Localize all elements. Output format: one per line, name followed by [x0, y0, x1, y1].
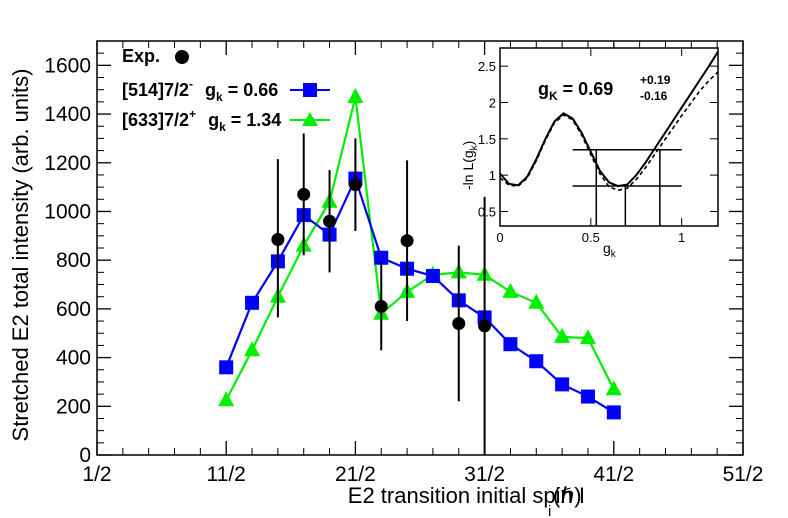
y-tick-label: 1600: [44, 54, 91, 77]
exp-data-point: [297, 187, 311, 201]
inset-x-tick-label: 1: [678, 230, 685, 245]
inset-solid-curve: [499, 51, 719, 188]
inset-ticks: 0.511.522.50 0.5 1: [478, 48, 718, 245]
legend-633-gsub: k: [219, 120, 226, 134]
y-tick-label: 600: [56, 298, 91, 321]
exp-data-point: [452, 316, 466, 330]
legend-514-gsub: k: [216, 90, 223, 104]
exp-data-point: [400, 234, 414, 248]
y-axis-label: Stretched E2 total intensity (arb. units…: [8, 69, 33, 442]
y-tick-label: 200: [56, 395, 91, 418]
data-point-633: [605, 380, 622, 396]
inset-y-tick-label: 1.5: [478, 132, 496, 147]
inset-y-label-sub: k: [469, 144, 480, 150]
exp-data-point: [478, 319, 492, 333]
legend-514-g: g: [205, 80, 216, 100]
x-axis-label-subscript: i: [548, 503, 551, 518]
data-point-633: [244, 341, 261, 357]
legend-633-gval: = 1.34: [226, 110, 282, 130]
data-point-633: [579, 329, 596, 345]
series-line-2: [225, 96, 615, 401]
legend-633-g: g: [208, 110, 219, 130]
inset-x-label: gk: [603, 240, 617, 260]
inset-x-tick-label: 0: [496, 230, 503, 245]
inset-background: [500, 48, 718, 226]
inset-x-label-sub: k: [611, 249, 617, 260]
data-point-514: [425, 269, 440, 284]
y-tick-label: 800: [56, 249, 91, 272]
inset-y-tick-label: 2: [489, 95, 496, 110]
y-tick-label: 1400: [44, 103, 91, 126]
data-point-514: [580, 389, 595, 404]
x-tick-label: 1/2: [82, 463, 111, 486]
legend-633-marker: [302, 112, 318, 126]
legend-exp-label: Exp.: [122, 46, 160, 66]
inset-annotation-plus: +0.19: [640, 73, 671, 87]
inset-annotation-sub: K: [549, 89, 558, 103]
x-axis-label: E2 transition initial spin I: [348, 483, 585, 508]
exp-data-point: [323, 214, 337, 228]
legend-633-name: [633]7/2: [122, 110, 189, 130]
y-tick-label: 1000: [44, 200, 91, 223]
exp-data-point: [271, 232, 285, 246]
x-tick-label: 41/2: [593, 463, 634, 486]
legend-514-marker: [303, 83, 317, 97]
data-point-514: [219, 360, 234, 375]
legend-633-sup: +: [189, 107, 196, 121]
inset-likelihood-plot: 0.511.522.50 0.5 1 gK = 0.69 +0.19 -0.16 g…: [460, 47, 719, 260]
legend-exp-marker: [175, 50, 189, 64]
y-tick-label: 0: [79, 444, 91, 467]
inset-x-tick-label: 0.5: [582, 230, 600, 245]
data-point-514: [374, 250, 389, 265]
data-point-514: [606, 405, 621, 420]
main-series-layer: [218, 88, 622, 455]
inset-y-label: -ln L(gk): [460, 141, 480, 190]
x-tick-label: 11/2: [207, 463, 246, 486]
data-point-514: [555, 377, 570, 392]
legend-633-label: [633]7/2+ gk = 1.34: [122, 107, 281, 134]
data-point-633: [218, 391, 235, 407]
series-line-1: [225, 175, 615, 414]
data-point-633: [554, 327, 571, 343]
x-tick-label: 31/2: [464, 463, 505, 486]
x-tick-label: 21/2: [335, 463, 376, 486]
inset-y-label-main: -ln L(g: [460, 150, 476, 190]
inset-annotation-value: = 0.69: [558, 79, 614, 99]
data-point-633: [528, 293, 545, 309]
data-point-633: [502, 282, 519, 298]
legend-514-label: [514]7/2- gk = 0.66: [122, 77, 278, 104]
data-point-633: [347, 88, 364, 104]
inset-y-tick-label: 0.5: [478, 204, 496, 219]
x-axis-label-unit: (ℏ): [553, 483, 582, 508]
inset-annotation-minus: -0.16: [640, 89, 668, 103]
x-axis-label-main: E2 transition initial spin I: [348, 483, 585, 508]
inset-curves: [499, 51, 719, 226]
main-axis-ticks: 0 200 400 600 800 1000 1200 1400 1600 1/2 11/2 21/2…: [44, 40, 764, 486]
exp-data-point: [374, 299, 388, 313]
inset-border: [499, 47, 719, 227]
legend-514-gval: = 0.66: [223, 80, 279, 100]
legend-514-name: [514]7/2: [122, 80, 189, 100]
inset-annotation: gK = 0.69: [538, 79, 613, 103]
inset-x-label-main: g: [603, 240, 611, 256]
data-point-514: [245, 295, 260, 310]
inset-frame: [499, 47, 719, 227]
data-point-514: [529, 354, 544, 369]
data-point-514: [503, 337, 518, 352]
legend: Exp. [514]7/2- gk = 0.66 [633]7/2+ gk = 1.…: [122, 46, 330, 134]
inset-y-tick-label: 1: [489, 168, 496, 183]
inset-annotation-main: g: [538, 79, 549, 99]
inset-y-label-close: ): [460, 141, 476, 146]
x-tick-label: 51/2: [723, 463, 764, 486]
exp-data-point: [348, 178, 362, 192]
inset-y-tick-label: 2.5: [478, 59, 496, 74]
legend-514-sup: -: [189, 77, 193, 91]
y-tick-label: 400: [56, 347, 91, 370]
y-tick-label: 1200: [44, 152, 91, 175]
